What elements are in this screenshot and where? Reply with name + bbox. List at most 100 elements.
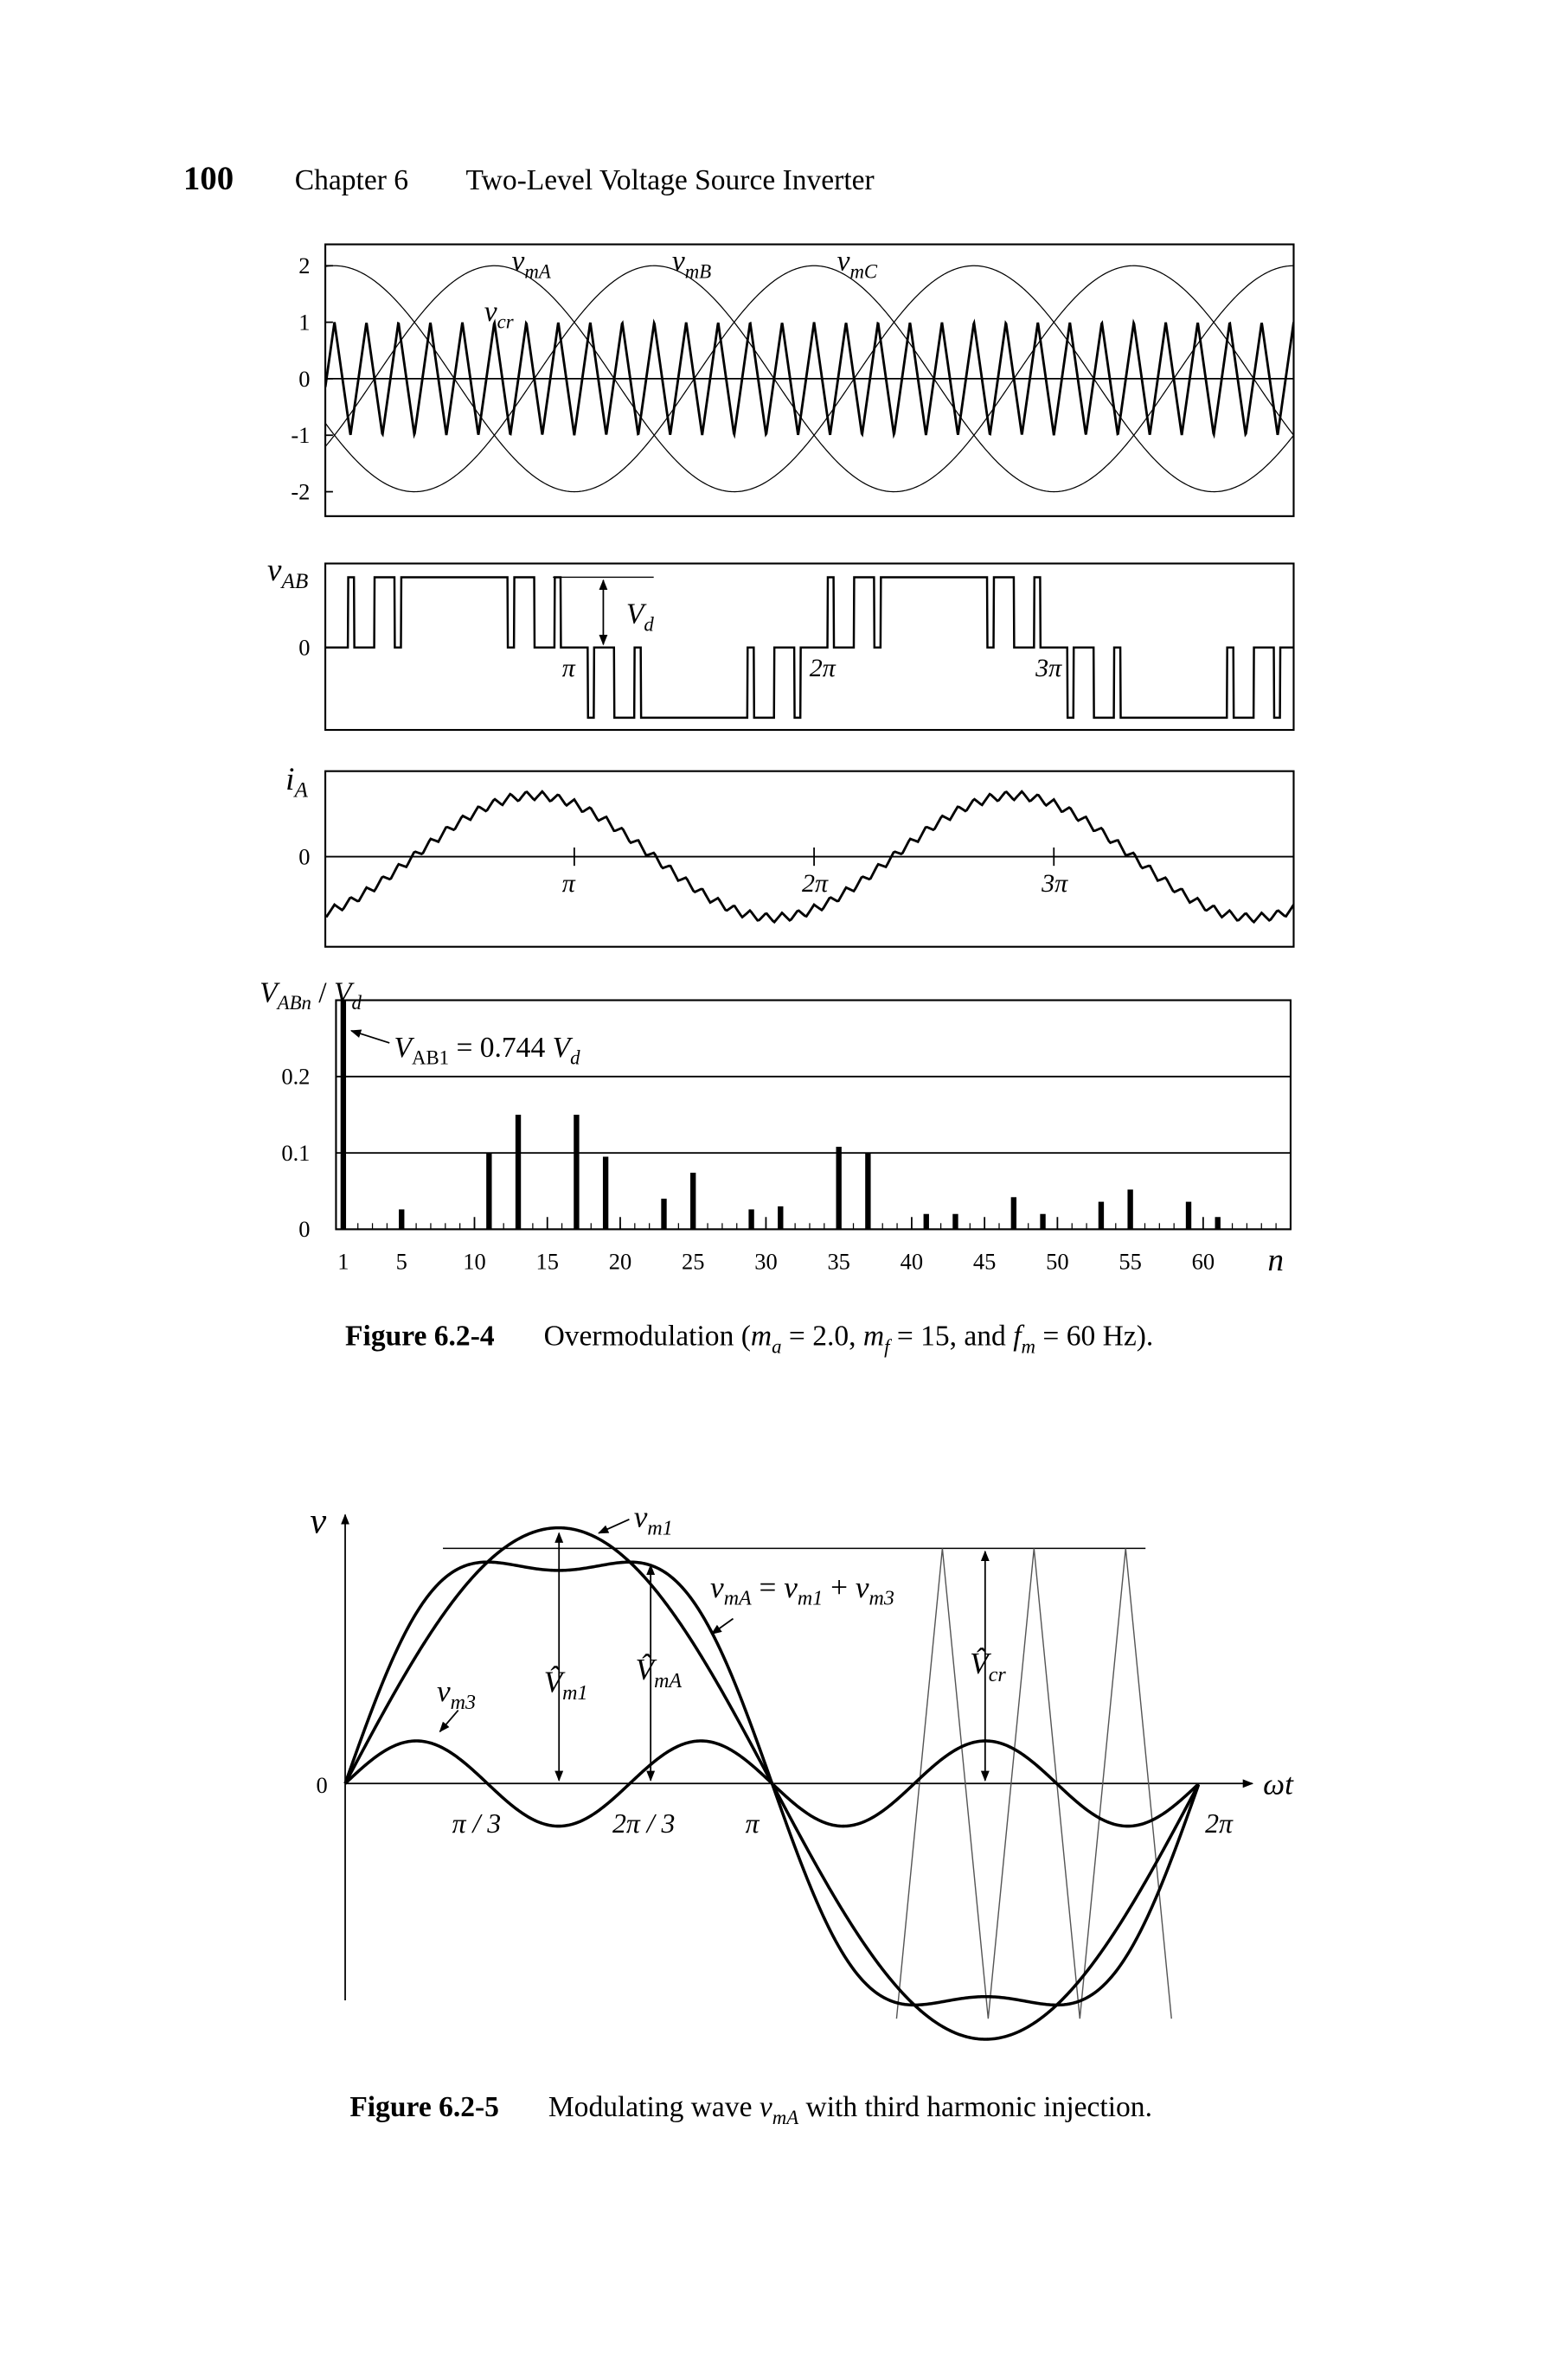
bar	[574, 1114, 580, 1230]
annotation-arrow	[349, 1029, 390, 1044]
bar	[1010, 1197, 1017, 1230]
bar	[602, 1156, 609, 1230]
x-tick-label: 55	[1119, 1248, 1141, 1274]
bar	[1185, 1201, 1192, 1230]
x-label: 2π / 3	[612, 1808, 675, 1839]
caption-label: Figure 6.2-4	[345, 1321, 495, 1353]
hat-vcr: V̂cr	[970, 1646, 1006, 1686]
x-axis-label: n	[1267, 1243, 1284, 1278]
text-part: m3	[869, 1588, 894, 1610]
bar	[778, 1206, 784, 1230]
vd-label: Vd	[626, 598, 654, 635]
x-tick-label: 45	[973, 1248, 996, 1274]
text-part: cr	[497, 311, 514, 333]
text-part: V̂	[544, 1665, 566, 1699]
text-part: /	[311, 976, 334, 1008]
leader-arrow	[439, 1709, 459, 1733]
modulating-wave	[325, 265, 1294, 493]
text-part: AB	[279, 570, 308, 593]
annotation: VAB1 = 0.744 Vd	[394, 1032, 581, 1069]
y-tick-label: -2	[291, 478, 310, 504]
text-part: AB1	[412, 1047, 449, 1069]
text-part: Overmodulation (	[544, 1321, 751, 1353]
x-tick-label: 50	[1046, 1248, 1068, 1274]
text-part: V	[260, 976, 280, 1008]
text-part: A	[292, 779, 308, 803]
y-tick-label: 2	[298, 253, 310, 278]
text-part: with third harmonic injection.	[798, 2091, 1152, 2123]
text-part: V	[626, 598, 647, 630]
leader-arrow	[710, 1617, 734, 1635]
x-tick-label: 35	[827, 1248, 849, 1274]
y-axis-label: VABn / Vd	[260, 976, 362, 1014]
text-part: Modulating wave	[548, 2091, 760, 2123]
text-part: = 15, and	[889, 1321, 1013, 1353]
text-part: v	[784, 1571, 798, 1604]
x-tick-label: 60	[1192, 1248, 1215, 1274]
text-part: = 60 Hz).	[1035, 1321, 1153, 1353]
bar	[1040, 1213, 1046, 1230]
text-part: v	[837, 246, 850, 278]
hat-vm1: V̂m1	[544, 1665, 588, 1705]
bar	[399, 1209, 405, 1230]
zero-label: 0	[316, 1772, 327, 1798]
waveform	[343, 1560, 1201, 2007]
caption-label: Figure 6.2-5	[349, 2091, 499, 2123]
x-label: 3π	[1035, 654, 1062, 682]
bar	[486, 1153, 492, 1230]
x-tick-label: 10	[463, 1248, 485, 1274]
text-part: m1	[562, 1682, 587, 1705]
text-part: m	[751, 1321, 772, 1353]
x-label: π	[562, 654, 576, 682]
x-tick-label: 1	[337, 1248, 349, 1274]
vab-wave	[325, 576, 1294, 720]
text-part: = 2.0,	[782, 1321, 863, 1353]
text-part: V̂	[970, 1646, 991, 1680]
x-label: 2π	[1205, 1808, 1234, 1839]
bar	[661, 1199, 667, 1230]
text-part: v	[634, 1500, 648, 1534]
text-part: m1	[798, 1588, 823, 1610]
text-part: v	[484, 296, 497, 328]
carrier-wave	[325, 318, 1294, 439]
equation: vmA = vm1 + vm3	[710, 1571, 894, 1610]
x-label: 2π	[802, 869, 829, 898]
bar	[690, 1173, 696, 1230]
y-tick-label: 0.1	[281, 1140, 310, 1166]
x-tick-label: 40	[901, 1248, 923, 1274]
panel-frame	[324, 770, 1295, 948]
text-part: f	[884, 1335, 892, 1357]
caption-text: Overmodulation (ma = 2.0, mf = 15, and f…	[544, 1321, 1154, 1358]
text-part: +	[823, 1571, 856, 1604]
vmA-label: vmA	[511, 246, 550, 283]
text-part: cr	[989, 1664, 1007, 1686]
bar	[1215, 1217, 1221, 1230]
text-part: V	[394, 1032, 415, 1064]
bar	[865, 1153, 871, 1230]
text-part: V	[553, 1032, 574, 1064]
modulating-wave	[325, 265, 1294, 493]
text-part: v	[511, 246, 524, 278]
text-part: mA	[524, 260, 550, 282]
y-tick-label: 0.2	[281, 1064, 310, 1090]
text-part: d	[351, 992, 362, 1014]
hat-vma: V̂mA	[636, 1652, 683, 1692]
zero-label: 0	[298, 635, 310, 661]
text-part: i	[285, 762, 294, 797]
text-part: V	[334, 976, 355, 1008]
current-wave	[325, 790, 1294, 924]
y-tick-label: 0	[298, 1216, 310, 1242]
leader-arrow	[597, 1519, 630, 1534]
text-part: mA	[654, 1670, 682, 1692]
bar	[952, 1213, 958, 1230]
text-part: mA	[724, 1588, 752, 1610]
x-label: 3π	[1041, 869, 1068, 898]
text-part: d	[644, 613, 654, 635]
vm1-label: vm1	[634, 1500, 673, 1540]
x-label: 2π	[810, 654, 836, 682]
bar	[340, 1000, 347, 1230]
x-label: π	[562, 869, 576, 898]
bar	[748, 1209, 754, 1230]
bar	[923, 1213, 929, 1230]
